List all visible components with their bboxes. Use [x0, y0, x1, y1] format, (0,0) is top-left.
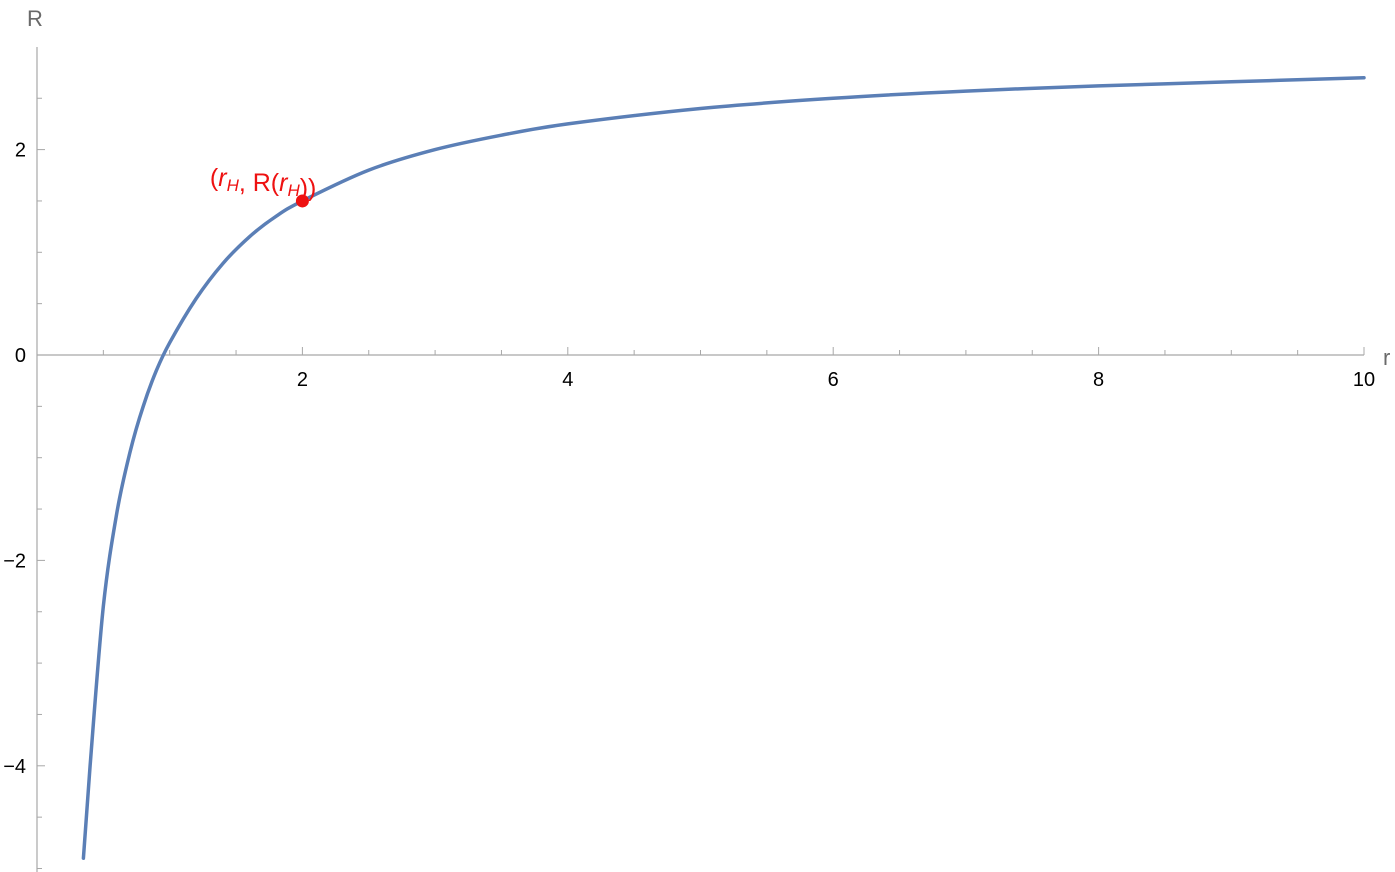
y-axis: −4 −2 0 2 R [3, 6, 45, 872]
y-tick-label: −4 [3, 756, 26, 778]
x-ticks: 2 4 6 8 10 [102, 347, 1375, 391]
y-ticks: −4 −2 0 2 [3, 97, 45, 869]
x-tick-label: 10 [1353, 369, 1375, 391]
y-tick-label: −2 [3, 550, 26, 572]
y-tick-label: 0 [15, 345, 26, 367]
x-tick-label: 8 [1093, 369, 1104, 391]
x-tick-label: 4 [562, 369, 573, 391]
horizon-point-label: (rH, R(rH)) [210, 164, 316, 202]
horizon-point [295, 194, 309, 208]
y-tick-label: 2 [15, 140, 26, 162]
x-tick-label: 2 [297, 369, 308, 391]
x-axis: 2 4 6 8 10 r [37, 345, 1390, 391]
y-axis-label: R [27, 6, 43, 31]
x-axis-label: r [1383, 345, 1390, 370]
annotation-layer: (rH, R(rH)) [210, 164, 316, 208]
x-tick-label: 6 [828, 369, 839, 391]
